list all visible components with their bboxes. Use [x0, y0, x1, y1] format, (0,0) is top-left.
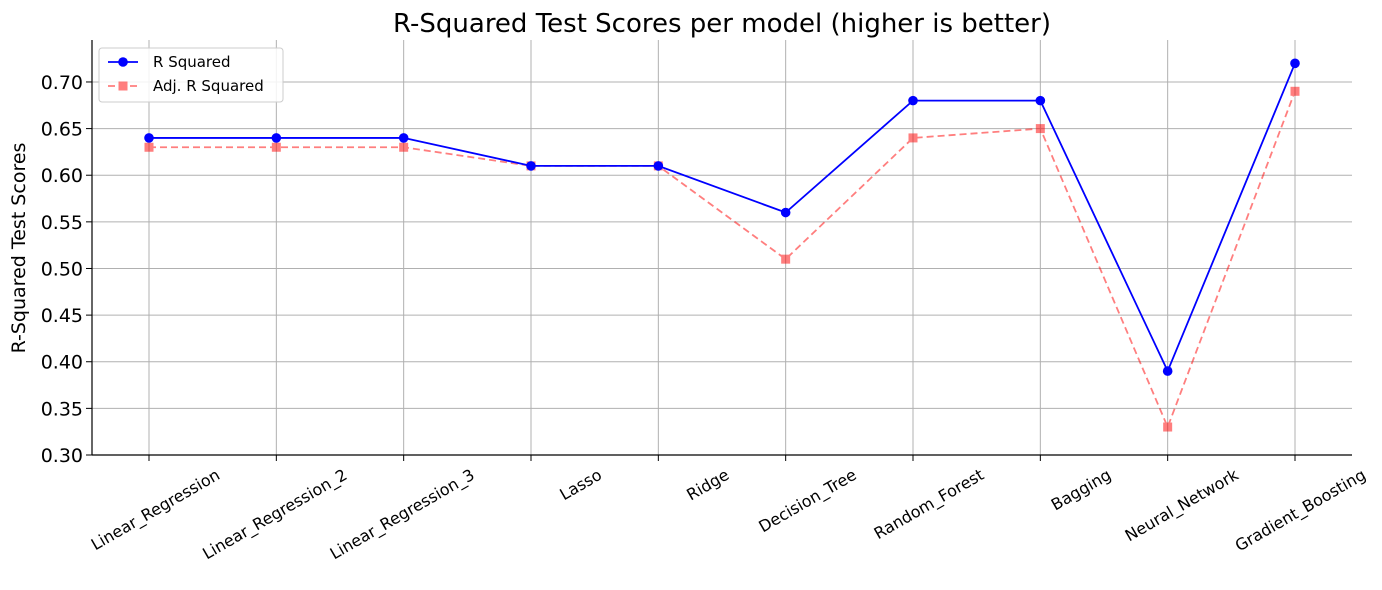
y-tick-label: 0.70 — [41, 72, 83, 94]
axes: 0.30 0.35 0.40 0.45 0.50 0.55 0.60 0.65 0.70 Line… — [41, 40, 1370, 564]
y-tick-label: 0.35 — [41, 398, 83, 420]
y-tick-label: 0.40 — [41, 352, 83, 374]
y-tick-label: 0.45 — [41, 305, 83, 327]
data-point-square — [1290, 86, 1300, 96]
chart-title: R-Squared Test Scores per model (higher … — [393, 9, 1051, 39]
series — [144, 58, 1300, 432]
legend-label: R Squared — [153, 53, 231, 71]
data-point-square — [399, 142, 409, 152]
x-tick-label: Linear_Regression — [88, 465, 224, 555]
grid — [92, 40, 1352, 456]
data-point-circle — [1162, 366, 1173, 376]
data-point-square — [781, 254, 791, 264]
series-line — [149, 90, 1296, 430]
y-tick-label: 0.30 — [41, 445, 83, 467]
x-tick-label: Ridge — [683, 465, 732, 504]
x-tick-label: Lasso — [556, 465, 605, 504]
y-tick-label: 0.55 — [41, 212, 83, 234]
data-point-square — [1163, 422, 1173, 432]
legend: R Squared Adj. R Squared — [98, 47, 284, 103]
data-point-circle — [653, 161, 664, 171]
data-point-square — [271, 142, 281, 152]
data-point-square — [144, 142, 154, 152]
series-group — [144, 58, 1300, 376]
data-point-circle — [1035, 95, 1046, 106]
data-point-circle — [908, 95, 918, 106]
data-point-square — [908, 133, 918, 143]
x-tick-label: Decision_Tree — [755, 465, 860, 537]
x-tick-label: Neural_Network — [1122, 465, 1243, 546]
legend-swatch — [108, 57, 138, 67]
legend-marker-square — [118, 81, 128, 91]
data-point-circle — [780, 207, 791, 218]
data-point-circle — [398, 133, 409, 143]
legend-box — [98, 47, 284, 103]
y-tick-label: 0.60 — [41, 165, 83, 187]
x-tick-label: Bagging — [1048, 465, 1115, 514]
legend-label: Adj. R Squared — [153, 77, 264, 95]
legend-swatch — [108, 81, 138, 91]
x-tick-label: Random_Forest — [871, 465, 988, 544]
legend-marker-circle — [118, 57, 128, 67]
data-point-square — [1035, 124, 1045, 134]
x-tick-label: Gradient_Boosting — [1232, 465, 1370, 556]
data-point-circle — [526, 161, 536, 171]
data-point-circle — [271, 133, 282, 143]
data-point-circle — [1290, 58, 1300, 69]
y-tick-label: 0.65 — [41, 119, 83, 141]
data-point-circle — [144, 133, 154, 143]
y-axis-label: R-Squared Test Scores — [8, 143, 30, 354]
series-line — [149, 62, 1296, 374]
y-tick-label: 0.50 — [41, 258, 83, 280]
